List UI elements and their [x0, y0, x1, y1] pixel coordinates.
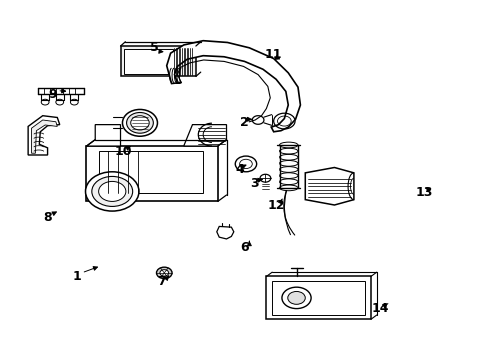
- Text: 12: 12: [267, 198, 285, 212]
- Circle shape: [287, 292, 305, 304]
- Circle shape: [235, 156, 256, 172]
- Circle shape: [56, 99, 63, 105]
- Text: 5: 5: [150, 41, 159, 54]
- Polygon shape: [166, 41, 300, 132]
- Circle shape: [70, 99, 78, 105]
- Circle shape: [41, 99, 49, 105]
- Circle shape: [85, 172, 139, 211]
- Polygon shape: [28, 116, 60, 155]
- Bar: [86, 146, 217, 202]
- Text: 14: 14: [371, 302, 388, 315]
- Polygon shape: [183, 125, 226, 146]
- Text: 13: 13: [415, 186, 432, 199]
- Bar: [272, 281, 364, 315]
- Polygon shape: [86, 125, 120, 146]
- Text: 8: 8: [43, 211, 52, 224]
- Text: 7: 7: [157, 275, 166, 288]
- Circle shape: [239, 159, 252, 168]
- Text: 3: 3: [249, 177, 258, 190]
- Text: 2: 2: [240, 116, 248, 129]
- Polygon shape: [31, 120, 57, 153]
- Text: 4: 4: [235, 163, 244, 176]
- Polygon shape: [305, 167, 353, 205]
- Circle shape: [160, 270, 168, 276]
- Bar: [124, 49, 173, 73]
- Polygon shape: [216, 226, 233, 239]
- Circle shape: [99, 181, 125, 202]
- Circle shape: [282, 287, 310, 309]
- Bar: [120, 46, 196, 76]
- Circle shape: [156, 267, 172, 279]
- Circle shape: [92, 176, 132, 206]
- Text: 1: 1: [72, 270, 81, 283]
- Text: 11: 11: [264, 49, 282, 62]
- Text: 6: 6: [240, 241, 248, 255]
- Ellipse shape: [126, 112, 153, 133]
- Ellipse shape: [130, 116, 149, 130]
- Text: 9: 9: [48, 88, 57, 101]
- Text: 10: 10: [114, 145, 131, 158]
- Ellipse shape: [122, 109, 157, 136]
- Bar: [99, 152, 203, 193]
- Bar: [266, 276, 370, 319]
